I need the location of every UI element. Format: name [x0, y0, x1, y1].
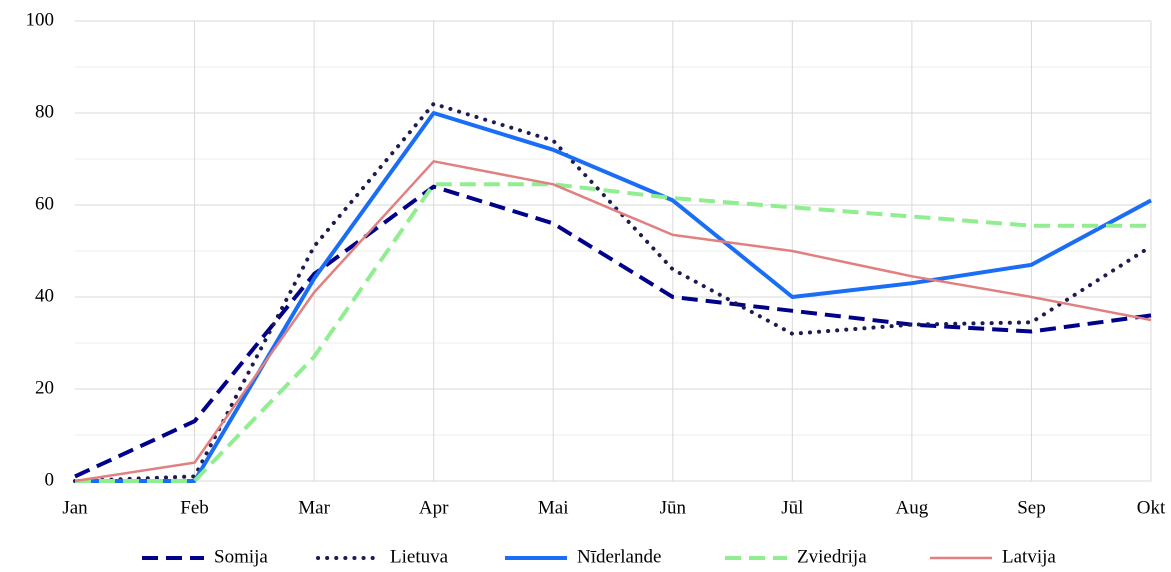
y-tick-label: 100	[26, 9, 55, 30]
y-tick-label: 0	[45, 469, 55, 490]
legend-label: Lietuva	[390, 546, 449, 567]
y-tick-label: 40	[35, 285, 54, 306]
x-tick-label: Sep	[1017, 497, 1046, 518]
series-line	[74, 184, 1152, 479]
series-line	[75, 111, 1152, 483]
x-tick-label: Jūl	[781, 497, 803, 518]
x-tick-label: Mar	[298, 497, 330, 518]
legend-label: Nīderlande	[577, 546, 661, 567]
legend-label: Latvija	[1002, 546, 1056, 567]
x-tick-label: Jūn	[660, 497, 687, 518]
x-tick-label: Apr	[419, 497, 449, 518]
series-line	[75, 182, 1151, 483]
x-tick-label: Aug	[896, 497, 929, 518]
y-tick-label: 20	[35, 377, 54, 398]
x-tick-label: Jan	[62, 497, 88, 518]
x-tick-label: Feb	[180, 497, 209, 518]
y-tick-label: 80	[35, 101, 54, 122]
legend-label: Zviedrija	[797, 546, 867, 567]
series-line	[74, 160, 1152, 483]
x-tick-label: Mai	[538, 497, 569, 518]
legend-label: Somija	[214, 546, 268, 567]
series-line	[73, 101, 1153, 483]
x-tick-label: Okt	[1137, 497, 1166, 518]
y-tick-label: 60	[35, 193, 54, 214]
